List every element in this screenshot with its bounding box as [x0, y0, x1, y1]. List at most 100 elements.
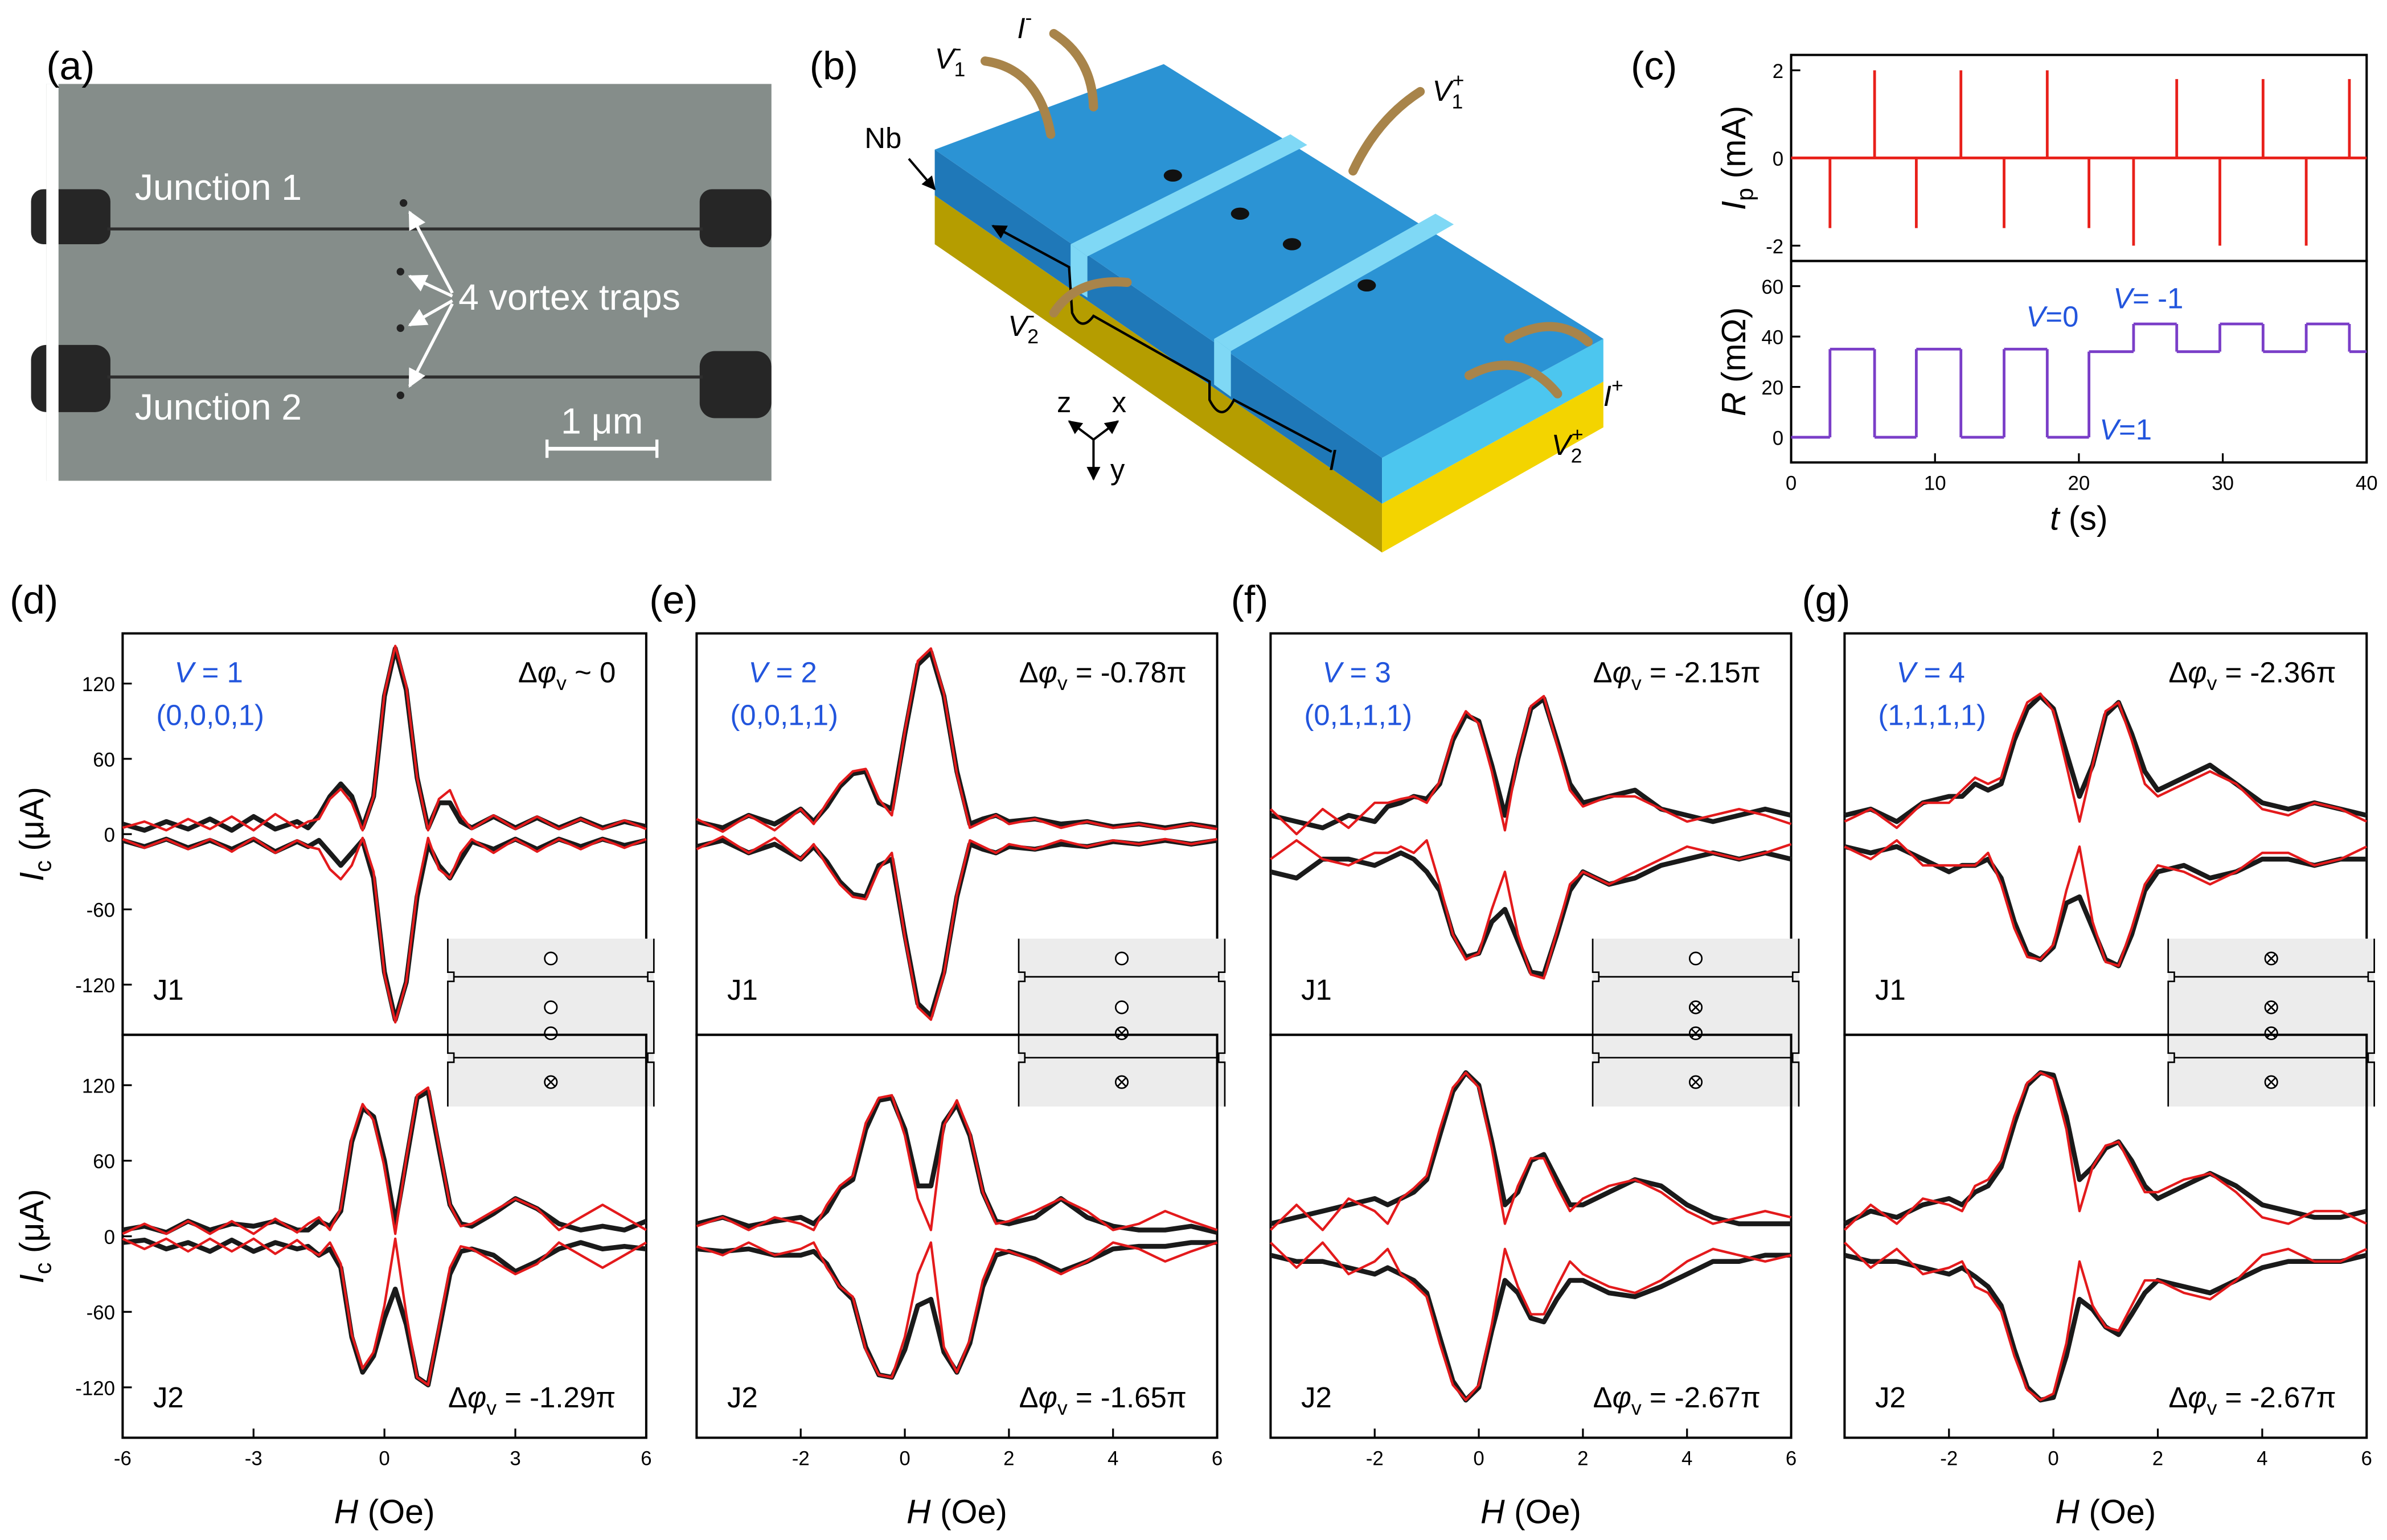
y-tick-label: 60	[93, 749, 115, 771]
label-part: 1	[1452, 90, 1463, 113]
phase-label: Δφv = -0.78π	[1019, 656, 1187, 694]
label-part: V	[2113, 282, 2135, 315]
substrate-side	[1382, 381, 1603, 553]
panel-label: (a)	[46, 43, 95, 88]
inset-vortex-cross	[1691, 1077, 1701, 1087]
inset	[1018, 938, 1226, 1107]
y-tick-label: -120	[75, 1377, 115, 1399]
contact-pad	[699, 189, 772, 248]
ic-curve	[1270, 850, 1792, 978]
x-axis-label: H (Oe)	[1480, 1494, 1581, 1531]
current-label: I	[1328, 444, 1336, 477]
label-part: +	[1611, 374, 1623, 397]
label-part: = -2.67π	[1642, 1381, 1761, 1414]
y-tick-label: 2	[1773, 60, 1783, 83]
ic-curve	[122, 1237, 647, 1387]
label-part: 2	[1027, 325, 1039, 348]
ic-curve	[1843, 1070, 2368, 1226]
x-tick-label: 2	[2152, 1448, 2163, 1470]
label-part: Δ	[448, 1381, 467, 1414]
y-tick-label: 40	[1761, 327, 1783, 349]
vortex-trap	[399, 199, 408, 207]
arrow	[408, 299, 453, 327]
lead-label: V1+	[1433, 69, 1465, 113]
label-part: = -1.65π	[1068, 1381, 1187, 1414]
chart: J1 (0,1,1,1)	[1269, 632, 1793, 1036]
axis-arrow	[1068, 420, 1094, 441]
x-tick-label: 40	[2356, 473, 2378, 495]
ic-curve	[1270, 696, 1792, 831]
ic-curve	[1843, 1241, 2368, 1402]
ic-curve	[1844, 692, 2368, 829]
label-part: V	[175, 656, 196, 688]
contact-pad	[699, 351, 772, 418]
label-part: φ	[1613, 656, 1631, 688]
inset	[447, 938, 655, 1107]
phase-label: Δφv = -1.29π	[448, 1381, 616, 1419]
junction-label: Junction 2	[135, 387, 302, 428]
y-tick-label: 60	[93, 1151, 115, 1173]
label-part: = -2.36π	[2217, 656, 2336, 688]
x-tick-label: 0	[2048, 1448, 2058, 1470]
label-part: = 1	[194, 656, 243, 688]
ic-curve	[1269, 1071, 1792, 1231]
lead-wire	[1348, 87, 1425, 176]
phase-label: Δφv = -1.65π	[1019, 1381, 1187, 1419]
y-axis-label: Ip (mA)	[1716, 106, 1758, 210]
vortex-config: (0,0,0,1)	[156, 699, 264, 731]
label-part: = -1	[2132, 282, 2183, 315]
label-part: Δ	[1593, 1381, 1613, 1414]
label-part: I	[1716, 201, 1753, 210]
label-part: = -2.67π	[2217, 1381, 2336, 1414]
inset-vortex	[544, 1000, 558, 1015]
label-part: H	[907, 1494, 931, 1531]
ic-curve	[696, 1241, 1218, 1379]
vortex-number: V = 2	[749, 656, 817, 688]
chart: -2 0 2 4 6 J2	[1843, 1033, 2372, 1470]
chart: -2 0 2 4 6 J2	[1269, 1033, 1797, 1470]
x-tick-label: 30	[2212, 473, 2234, 495]
label-part: c	[30, 1262, 56, 1274]
y-tick-label: 0	[104, 1226, 115, 1249]
label-part: v	[2207, 1397, 2217, 1419]
label-part: p	[1732, 188, 1758, 201]
label-part: (mΩ)	[1716, 307, 1753, 392]
label-part: -	[955, 37, 962, 60]
y-tick-label: -60	[87, 1302, 115, 1324]
label-part: I	[1328, 444, 1336, 477]
panel-label: (e)	[649, 578, 698, 622]
x-tick-label: -2	[1940, 1448, 1958, 1470]
label-part: V	[749, 656, 770, 688]
x-tick-label: 6	[1212, 1448, 1223, 1470]
vortex-trap	[396, 324, 404, 332]
x-axis-label: H (Oe)	[907, 1494, 1007, 1531]
y-tick-label: 120	[82, 1075, 115, 1098]
label-part: -	[1026, 6, 1032, 29]
label-part: H	[334, 1494, 359, 1531]
ic-curve	[1270, 1070, 1791, 1226]
ic-curve	[1270, 839, 1792, 980]
chart: J1 (0,0,1,1)	[695, 632, 1219, 1036]
nb-top	[934, 64, 1603, 458]
inset-vortex	[1114, 951, 1129, 966]
state-annotation: V=1	[2099, 413, 2152, 446]
x-tick-label: -2	[792, 1448, 810, 1470]
sem-image: Junction 1 Junction 2 4 vortex traps 1 μ…	[31, 84, 772, 481]
label-part: V	[1897, 656, 1918, 688]
lead-wire	[981, 56, 1056, 139]
inset-vortex-cross	[2266, 954, 2277, 964]
ic-curve	[1270, 1252, 1791, 1403]
label-part: R	[1716, 392, 1753, 417]
ic-curve	[122, 644, 647, 832]
label-part: (Oe)	[931, 1494, 1007, 1531]
label-part: V	[1552, 429, 1573, 461]
panel-label: (d)	[10, 578, 58, 622]
axis-label: z	[1057, 386, 1071, 418]
arrow	[408, 274, 453, 298]
sem-edge	[46, 84, 59, 481]
junction-label: J1	[1301, 974, 1332, 1006]
label-part: (mA)	[1716, 106, 1753, 188]
label-part: V	[2099, 413, 2121, 446]
junction-label: J2	[153, 1381, 184, 1414]
